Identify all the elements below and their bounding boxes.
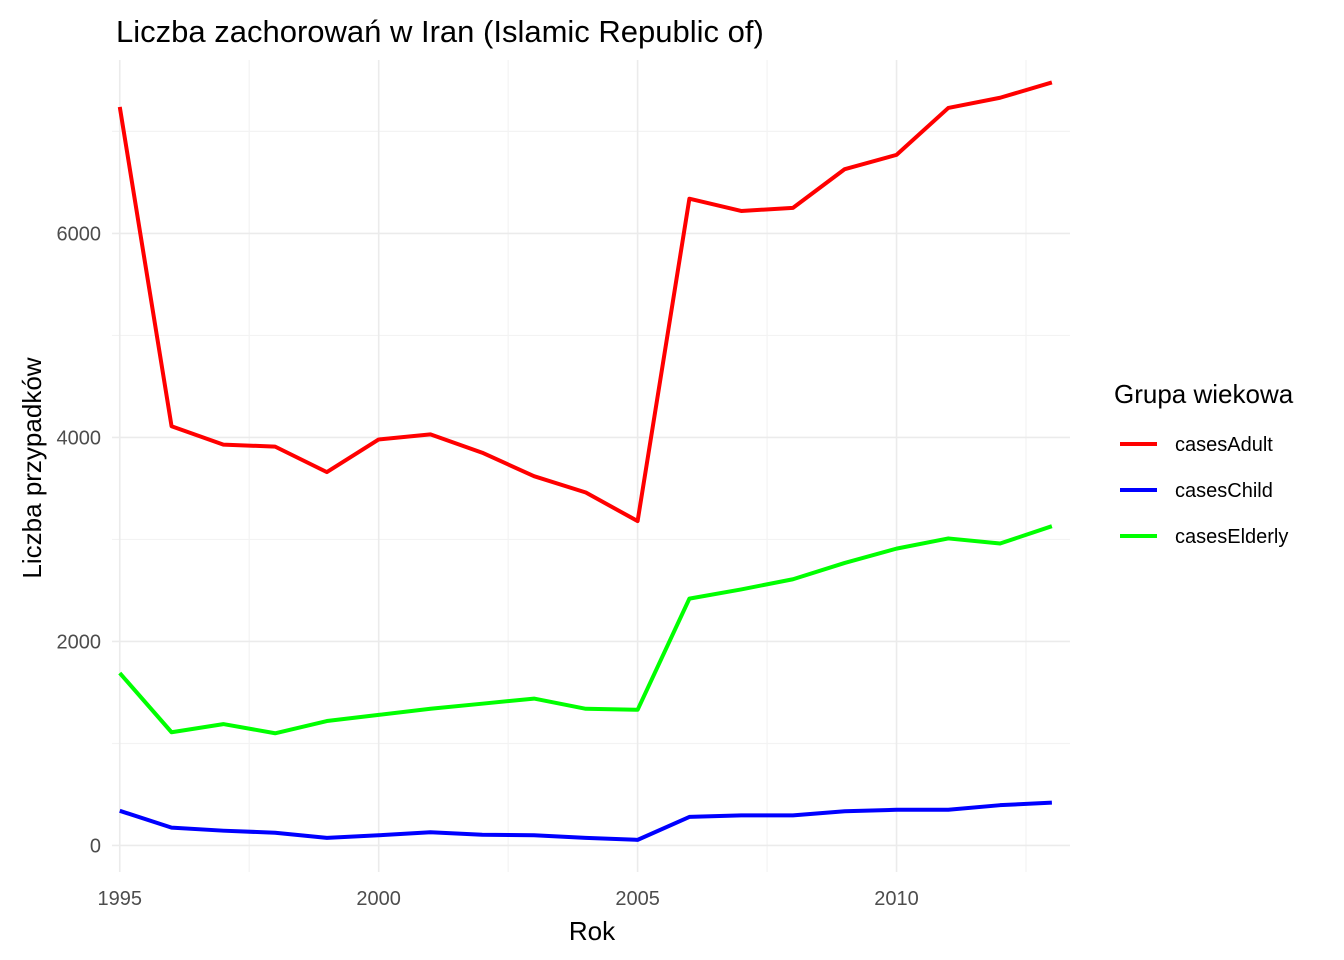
x-tick-label: 2005	[615, 888, 660, 910]
x-tick-label: 1995	[98, 888, 143, 910]
grid	[112, 60, 1070, 872]
x-tick-label: 2010	[874, 888, 919, 910]
legend-label-casesElderly: casesElderly	[1175, 526, 1288, 548]
y-axis-title: Liczba przypadków	[17, 357, 47, 578]
legend-label-casesAdult: casesAdult	[1175, 434, 1273, 456]
series-line-casesChild	[119, 800, 1052, 842]
chart-title: Liczba zachorowań w Iran (Islamic Republ…	[116, 14, 764, 49]
legend-title: Grupa wiekowa	[1114, 379, 1294, 409]
series-line-casesElderly	[118, 524, 1053, 736]
x-tick-label: 2000	[356, 888, 401, 910]
axis-ticks: 1995 2000 2005 2010 0 2000 4000 6000	[57, 223, 919, 910]
y-tick-label: 2000	[57, 631, 102, 653]
y-tick-label: 0	[90, 835, 101, 857]
legend-items: casesAdult casesChild casesElderly	[1120, 434, 1288, 548]
legend: Grupa wiekowa casesAdult casesChild casesE…	[1114, 379, 1294, 548]
legend-label-casesChild: casesChild	[1175, 480, 1273, 502]
series-line-casesAdult	[117, 80, 1053, 524]
series-lines	[117, 80, 1053, 842]
y-tick-label: 6000	[57, 223, 102, 245]
y-tick-label: 4000	[57, 427, 102, 449]
x-axis-title: Rok	[569, 916, 616, 946]
